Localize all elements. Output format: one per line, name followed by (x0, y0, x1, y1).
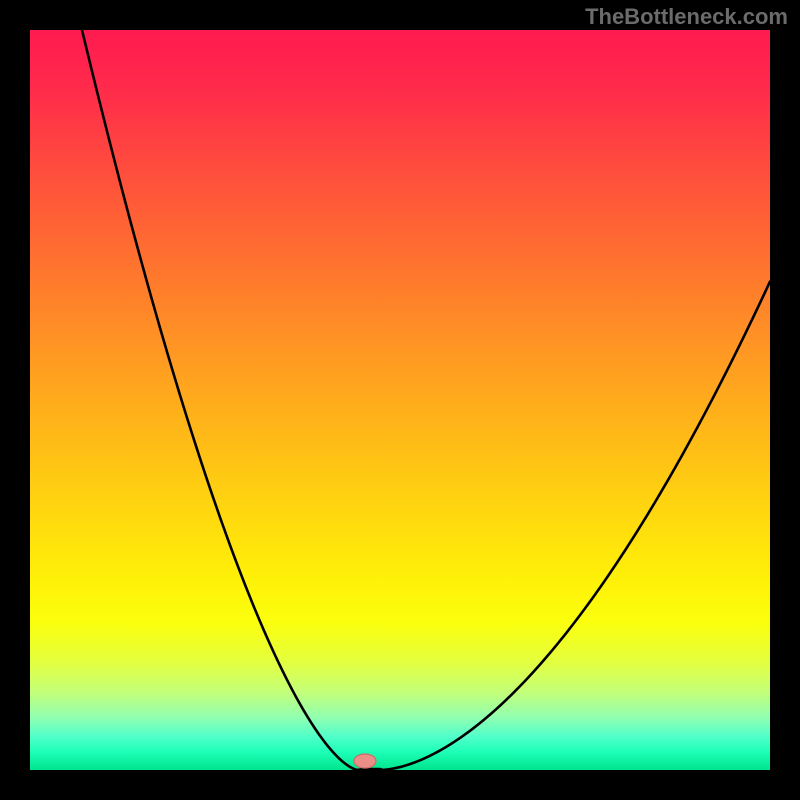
optimal-point-marker (354, 754, 376, 768)
chart-container: TheBottleneck.com (0, 0, 800, 800)
watermark-text: TheBottleneck.com (585, 4, 788, 30)
plot-area (30, 30, 770, 770)
bottleneck-chart-svg (0, 0, 800, 800)
